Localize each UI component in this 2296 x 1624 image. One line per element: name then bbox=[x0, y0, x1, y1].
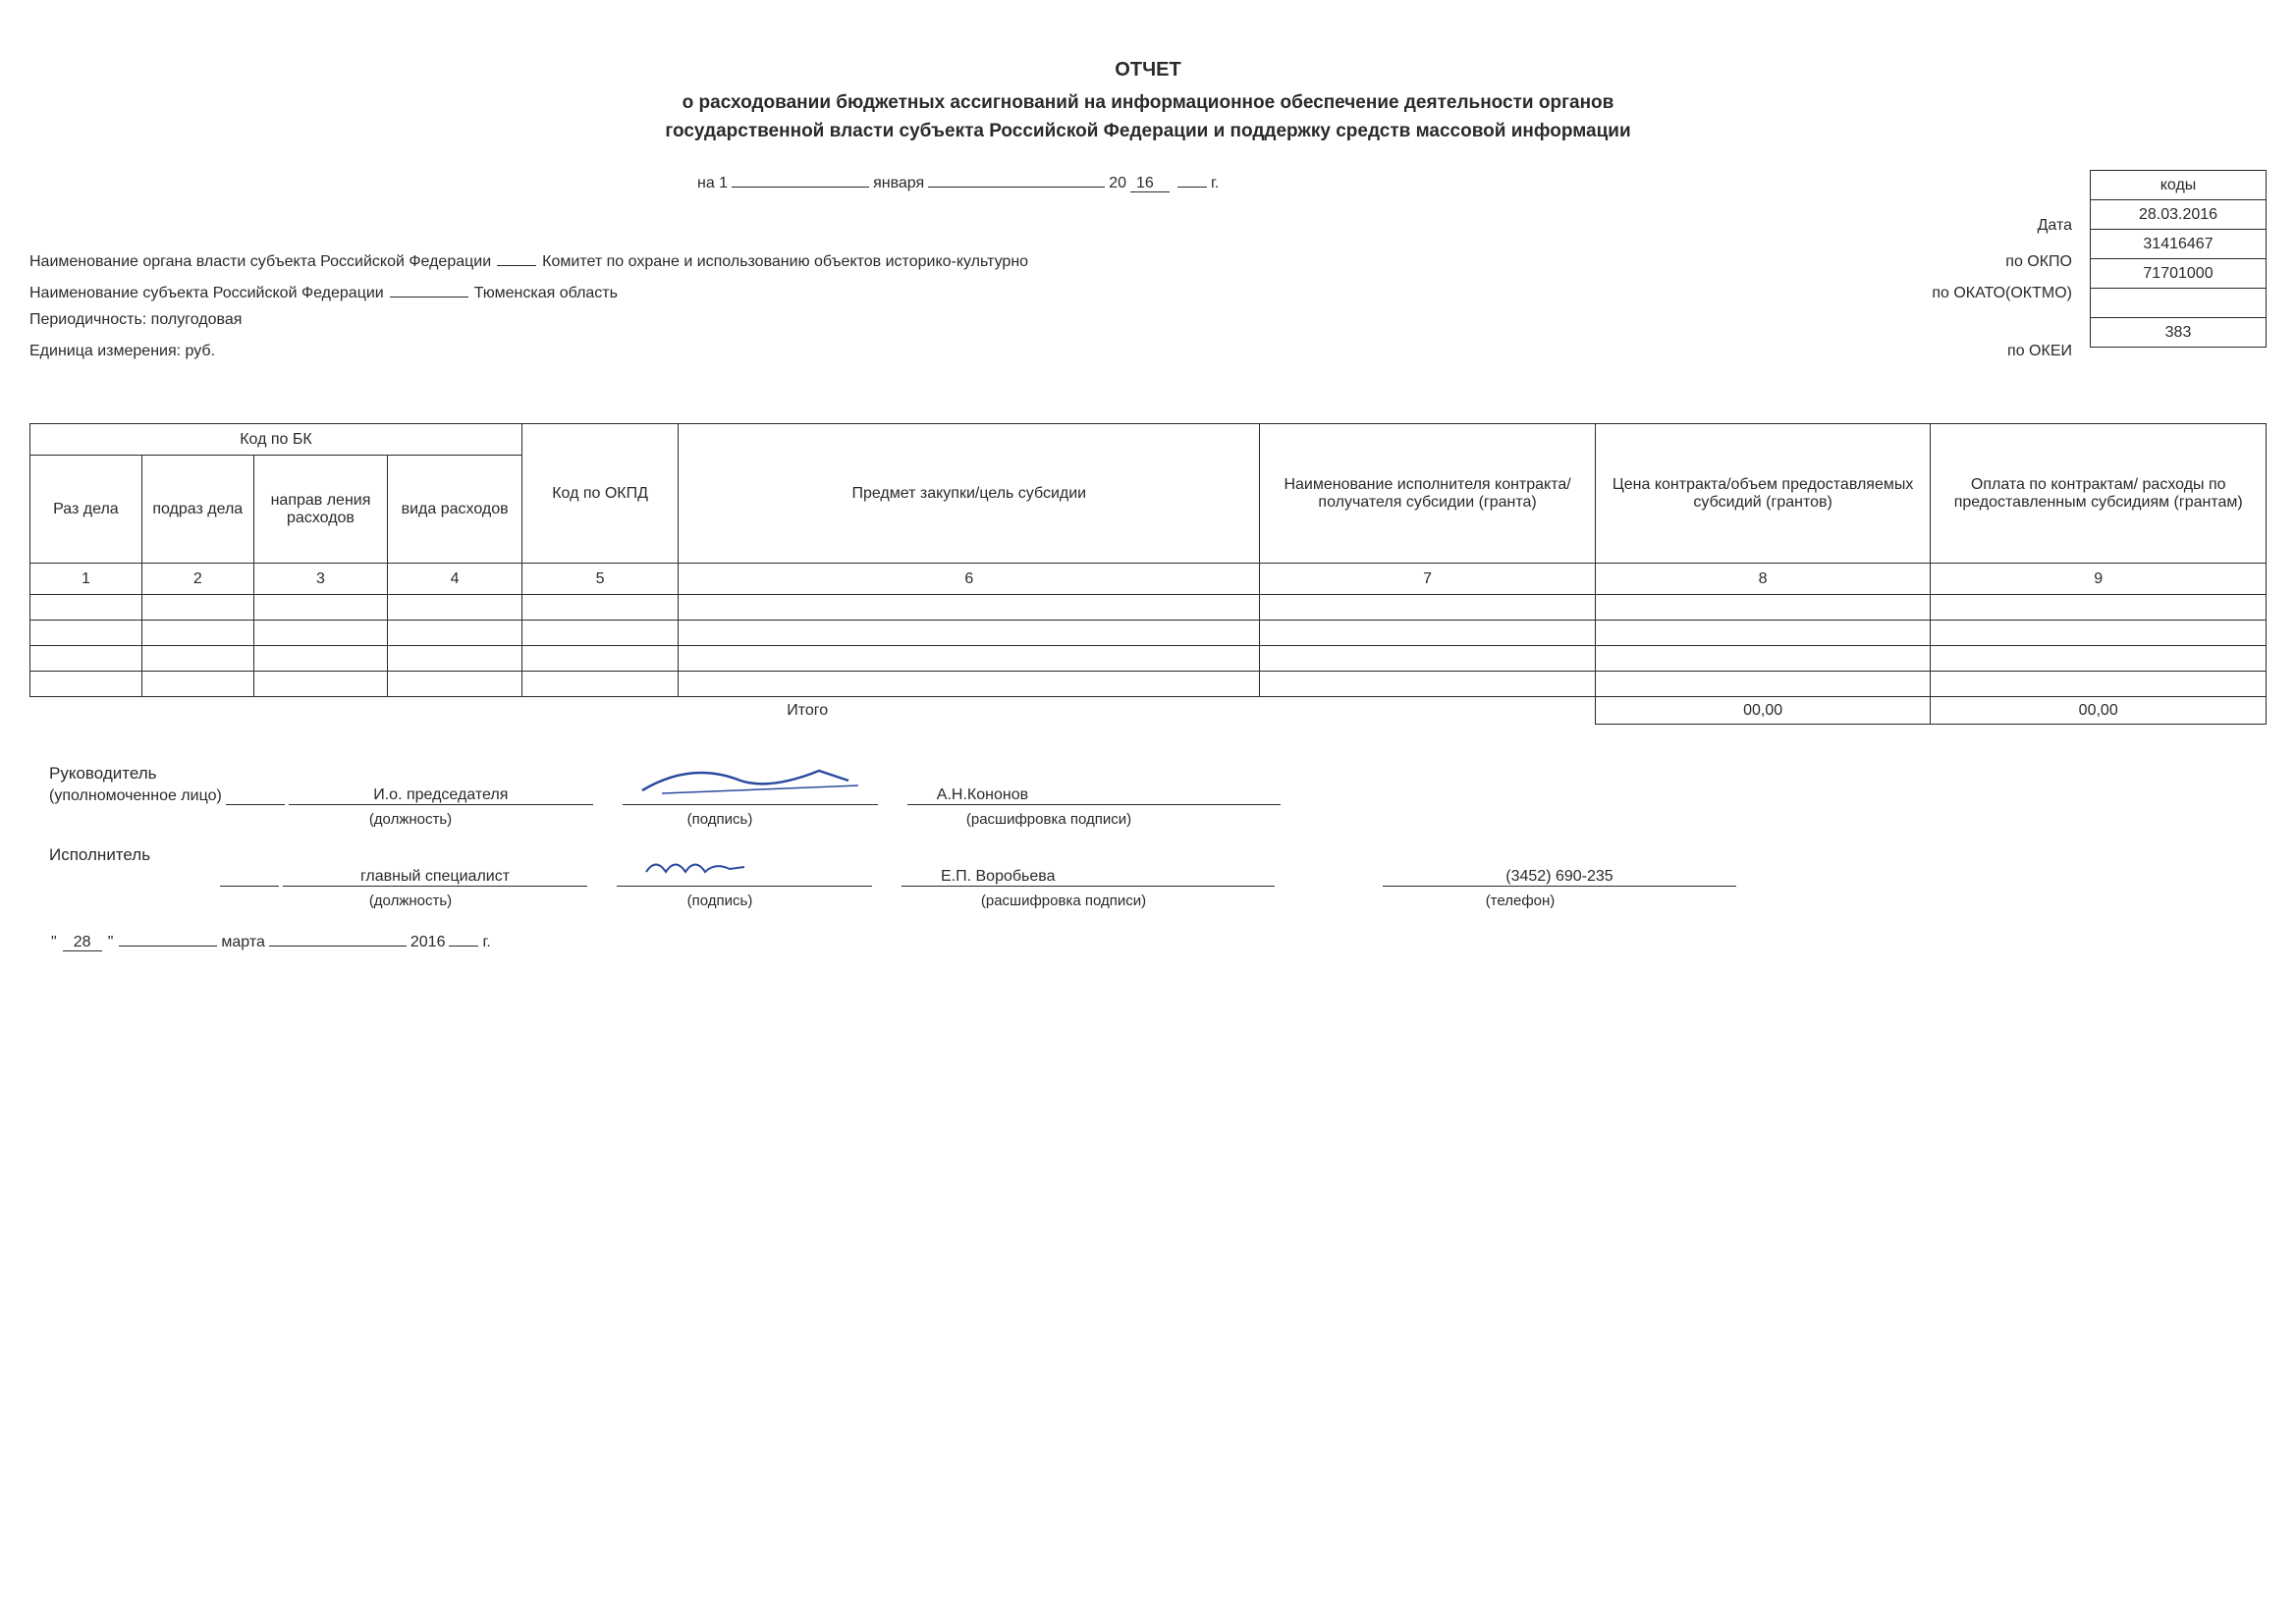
report-title-main: ОТЧЕТ bbox=[29, 59, 2267, 81]
period-label: Периодичность: полугодовая bbox=[29, 311, 242, 329]
code-okei: 383 bbox=[2091, 318, 2267, 348]
cap-sig1: (подпись) bbox=[577, 811, 862, 828]
table-row bbox=[30, 646, 2267, 672]
footer-year: 2016 bbox=[410, 934, 446, 951]
footer-gap2 bbox=[269, 929, 407, 947]
footer-gap1 bbox=[119, 929, 217, 947]
th-napravl: направ ления расходов bbox=[253, 456, 388, 564]
date-gap3: 16 bbox=[1130, 175, 1170, 192]
date-suffix: г. bbox=[1211, 175, 1219, 192]
name2: Е.П. Воробьева bbox=[941, 868, 1056, 886]
footer-suffix: г. bbox=[482, 934, 490, 951]
th-n9: 9 bbox=[1931, 564, 2267, 595]
footer-date: " 28 " марта 2016 г. bbox=[29, 929, 2267, 951]
date-year: 16 bbox=[1130, 175, 1154, 191]
cap-name1: (расшифровка подписи) bbox=[862, 811, 1235, 828]
date-gap1 bbox=[732, 170, 869, 188]
code-okpo: 31416467 bbox=[2091, 230, 2267, 259]
footer-month: марта bbox=[221, 934, 265, 951]
th-n6: 6 bbox=[679, 564, 1260, 595]
th-subject: Предмет закупки/цель субсидии bbox=[679, 424, 1260, 564]
cap-name2: (расшифровка подписи) bbox=[862, 893, 1265, 909]
position2: главный специалист bbox=[360, 868, 510, 886]
th-bk: Код по БК bbox=[30, 424, 522, 456]
okato-label: по ОКАТО(ОКТМО) bbox=[1932, 285, 2080, 302]
gap-h2 bbox=[220, 869, 279, 887]
th-n8: 8 bbox=[1595, 564, 1931, 595]
th-razdel: Раз дела bbox=[30, 456, 142, 564]
th-n5: 5 bbox=[521, 564, 678, 595]
total-price: 00,00 bbox=[1595, 697, 1931, 725]
gap-h1 bbox=[226, 787, 285, 805]
cap-pos1: (должность) bbox=[244, 811, 577, 828]
th-executor: Наименование исполнителя контракта/получ… bbox=[1260, 424, 1596, 564]
subj-gap bbox=[390, 280, 468, 298]
date-gap2 bbox=[928, 170, 1105, 188]
subj-label: Наименование субъекта Российской Федерац… bbox=[29, 285, 384, 302]
date-prefix: на 1 bbox=[697, 175, 728, 192]
table-row bbox=[30, 672, 2267, 697]
cap-sig2: (подпись) bbox=[577, 893, 862, 909]
date-century: 20 bbox=[1109, 175, 1126, 192]
th-n4: 4 bbox=[388, 564, 522, 595]
code-okato: 71701000 bbox=[2091, 259, 2267, 289]
codes-header: коды bbox=[2091, 171, 2267, 200]
org-gap bbox=[497, 248, 536, 266]
th-okpd: Код по ОКПД bbox=[521, 424, 678, 564]
as-of-date-row: на 1 января 20 16 г. bbox=[29, 170, 2080, 192]
okpo-label: по ОКПО bbox=[2005, 253, 2080, 271]
table-row bbox=[30, 595, 2267, 621]
th-n3: 3 bbox=[253, 564, 388, 595]
total-label: Итого bbox=[30, 697, 1596, 725]
code-blank bbox=[2091, 289, 2267, 318]
head2-title: Исполнитель bbox=[49, 845, 2267, 865]
date-code-label: Дата bbox=[2038, 217, 2080, 235]
org-value: Комитет по охране и использованию объект… bbox=[542, 253, 1028, 271]
report-title-sub1: о расходовании бюджетных ассигнований на… bbox=[29, 89, 2267, 118]
total-payment: 00,00 bbox=[1931, 697, 2267, 725]
codes-table: коды 28.03.2016 31416467 71701000 383 bbox=[2090, 170, 2267, 348]
main-table: Код по БК Код по ОКПД Предмет закупки/це… bbox=[29, 423, 2267, 725]
position1: И.о. председателя bbox=[373, 786, 508, 804]
code-date: 28.03.2016 bbox=[2091, 200, 2267, 230]
unit-label: Единица измерения: руб. bbox=[29, 343, 215, 360]
th-price: Цена контракта/объем предоставляемых суб… bbox=[1595, 424, 1931, 564]
table-row bbox=[30, 621, 2267, 646]
cap-tel: (телефон) bbox=[1343, 893, 1697, 909]
date-gap4 bbox=[1177, 170, 1207, 188]
th-vid: вида расходов bbox=[388, 456, 522, 564]
head1-sub: (уполномоченное лицо) bbox=[49, 787, 222, 805]
th-n7: 7 bbox=[1260, 564, 1596, 595]
tel: (3452) 690-235 bbox=[1505, 868, 1613, 886]
footer-day: 28 bbox=[68, 934, 97, 950]
okei-label: по ОКЕИ bbox=[2007, 343, 2080, 360]
th-payment: Оплата по контрактам/ расходы по предост… bbox=[1931, 424, 2267, 564]
footer-day-line: 28 bbox=[63, 934, 102, 951]
name1: А.Н.Кононов bbox=[937, 786, 1028, 804]
th-podrazdel: подраз дела bbox=[141, 456, 253, 564]
footer-gap3 bbox=[449, 929, 478, 947]
date-month: января bbox=[873, 175, 924, 192]
th-n1: 1 bbox=[30, 564, 142, 595]
subj-value: Тюменская область bbox=[474, 285, 618, 302]
cap-pos2: (должность) bbox=[244, 893, 577, 909]
head1-title: Руководитель bbox=[49, 764, 2267, 784]
org-label: Наименование органа власти субъекта Росс… bbox=[29, 253, 491, 271]
th-n2: 2 bbox=[141, 564, 253, 595]
report-title-sub2: государственной власти субъекта Российск… bbox=[29, 118, 2267, 146]
